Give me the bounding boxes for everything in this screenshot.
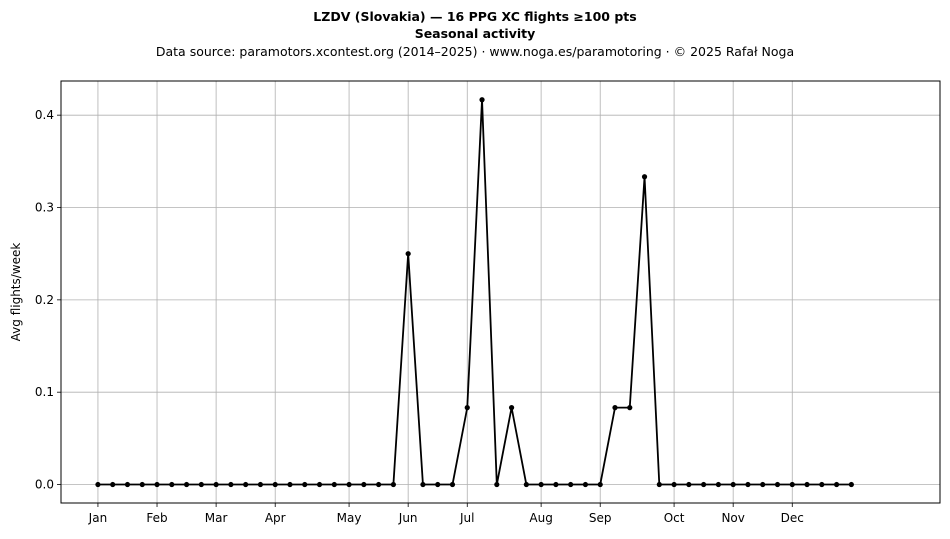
data-point xyxy=(568,481,574,488)
data-point xyxy=(523,481,529,488)
data-point xyxy=(538,481,544,488)
data-point xyxy=(715,481,722,488)
chart-title: LZDV (Slovakia) — 16 PPG XC flights ≥100… xyxy=(313,9,637,24)
data-point xyxy=(243,481,249,488)
data-point xyxy=(597,481,603,488)
y-axis-label: Avg flights/week xyxy=(9,243,23,342)
chart-title-block: LZDV (Slovakia) — 16 PPG XC flights ≥100… xyxy=(0,8,950,60)
x-tick-label: May xyxy=(337,511,362,525)
chart-subtitle: Seasonal activity xyxy=(414,26,536,41)
data-point xyxy=(819,481,825,488)
data-point xyxy=(228,481,234,488)
data-point xyxy=(508,405,515,411)
data-point xyxy=(272,481,278,488)
data-point xyxy=(169,481,175,488)
data-point xyxy=(95,481,101,488)
data-point xyxy=(449,481,456,488)
y-tick-label: 0.0 xyxy=(35,478,54,492)
tick-layer: Jan Feb Mar Apr May Jun Jul Aug Sep Oct Nov Dec 0.0 0… xyxy=(35,108,804,525)
data-point xyxy=(257,481,264,488)
data-point xyxy=(760,481,766,488)
data-point xyxy=(110,481,116,488)
data-point xyxy=(479,97,485,103)
data-point xyxy=(435,481,441,488)
x-tick-label: Oct xyxy=(664,511,685,525)
data-point xyxy=(553,481,559,488)
data-point xyxy=(302,481,308,488)
data-point xyxy=(183,481,190,488)
data-point xyxy=(833,481,840,488)
data-point xyxy=(464,405,470,411)
x-tick-label: Apr xyxy=(265,511,286,525)
chart-source-note: Data source: paramotors.xcontest.org (20… xyxy=(155,44,795,59)
y-tick-label: 0.2 xyxy=(35,293,54,307)
x-tick-label: Aug xyxy=(529,511,552,525)
series-line xyxy=(97,98,852,486)
x-tick-label: Jul xyxy=(459,511,474,525)
x-tick-label: Dec xyxy=(781,511,804,525)
data-point xyxy=(774,481,781,488)
x-tick-label: Sep xyxy=(589,511,612,525)
data-point xyxy=(420,481,426,488)
data-point xyxy=(405,251,411,257)
data-point xyxy=(789,481,795,488)
data-point xyxy=(701,481,707,488)
data-point xyxy=(848,481,854,488)
x-tick-label: Feb xyxy=(146,511,167,525)
data-point xyxy=(361,481,367,488)
data-point xyxy=(154,481,160,488)
data-point xyxy=(376,481,382,488)
x-tick-label: Jun xyxy=(398,511,418,525)
data-point xyxy=(612,405,618,411)
data-point xyxy=(213,481,219,488)
data-point xyxy=(346,481,352,488)
data-point xyxy=(582,481,589,488)
data-point xyxy=(656,481,662,488)
grid-layer xyxy=(61,81,940,503)
data-point xyxy=(686,481,692,488)
x-tick-label: Mar xyxy=(205,511,228,525)
data-point xyxy=(390,481,396,488)
data-point xyxy=(287,481,293,488)
data-point xyxy=(671,481,677,488)
x-tick-label: Nov xyxy=(721,511,744,525)
data-point xyxy=(124,481,131,488)
data-point xyxy=(745,481,751,488)
data-point xyxy=(139,481,145,488)
data-point xyxy=(198,481,204,488)
y-tick-label: 0.1 xyxy=(35,385,54,399)
data-point xyxy=(641,174,648,180)
x-tick-label: Jan xyxy=(88,511,108,525)
data-point xyxy=(494,481,500,488)
data-point xyxy=(316,481,323,488)
data-point xyxy=(627,405,633,411)
series-layer xyxy=(95,97,854,488)
y-tick-label: 0.4 xyxy=(35,108,54,122)
plot-frame xyxy=(60,80,941,504)
y-tick-label: 0.3 xyxy=(35,201,54,215)
data-point xyxy=(730,481,736,488)
data-point xyxy=(331,481,337,488)
data-point xyxy=(804,481,810,488)
